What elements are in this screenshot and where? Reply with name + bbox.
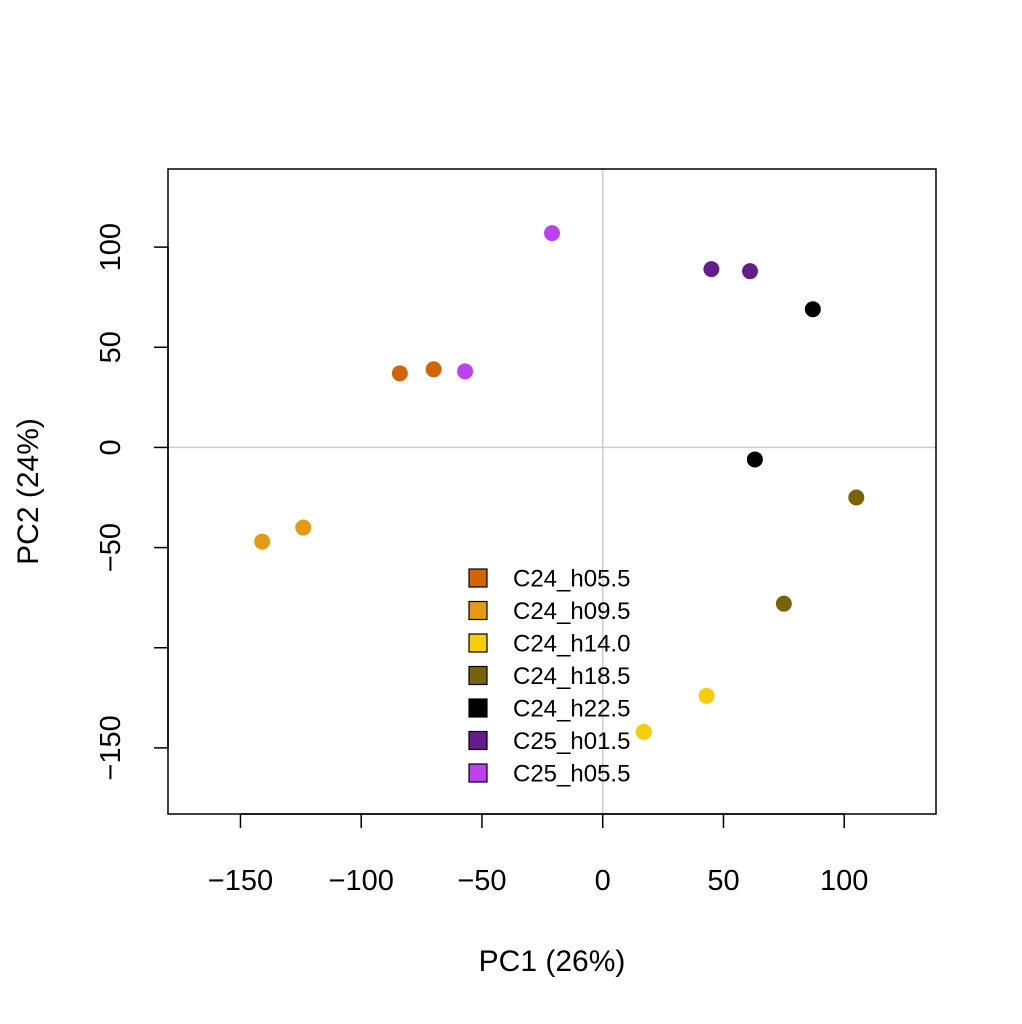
data-point	[703, 261, 720, 278]
legend-label: C24_h14.0	[513, 631, 630, 658]
y-axis: −150 −50 0 50 100	[95, 223, 169, 781]
x-tick-label: 100	[820, 865, 868, 897]
data-point	[254, 533, 271, 550]
legend-swatch	[468, 568, 488, 588]
data-point	[635, 723, 652, 740]
data-point	[746, 451, 763, 468]
legend-label: C25_h01.5	[513, 728, 630, 755]
legend: C24_h05.5 C24_h09.5 C24_h14.0 C24_h18.5 C24_…	[468, 566, 630, 788]
legend-swatch	[468, 730, 488, 751]
y-tick-label: 100	[95, 223, 127, 271]
data-point	[295, 519, 312, 536]
data-points	[254, 225, 865, 740]
reference-lines	[168, 169, 936, 814]
y-tick-label: 0	[95, 439, 127, 455]
x-tick-label: 50	[707, 865, 739, 897]
legend-label: C25_h05.5	[513, 761, 630, 788]
data-point	[391, 365, 408, 382]
legend-swatch	[468, 763, 488, 783]
data-point	[804, 301, 821, 318]
data-point	[544, 225, 560, 242]
x-axis-title: PC1 (26%)	[479, 945, 626, 978]
y-tick-label: 50	[95, 331, 127, 363]
x-tick-label: 0	[595, 865, 611, 897]
legend-swatch	[468, 600, 488, 621]
y-tick-label: −50	[95, 523, 127, 572]
x-tick-label: −50	[457, 865, 506, 897]
legend-label: C24_h09.5	[513, 598, 630, 625]
data-point	[457, 363, 474, 380]
data-point	[698, 687, 715, 704]
y-tick-label: −150	[95, 715, 127, 780]
x-tick-label: −150	[208, 865, 273, 897]
legend-swatch	[468, 633, 488, 653]
x-tick-label: −100	[329, 865, 394, 897]
x-axis: −150 −100 −50 0 50 100	[208, 813, 868, 897]
data-point	[848, 489, 865, 506]
data-point	[425, 361, 442, 378]
legend-label: C24_h05.5	[513, 566, 630, 593]
legend-label: C24_h18.5	[513, 663, 630, 690]
legend-label: C24_h22.5	[513, 696, 630, 723]
data-point	[742, 263, 759, 280]
legend-swatch	[468, 665, 488, 686]
data-point	[775, 595, 792, 612]
legend-swatch	[468, 698, 488, 718]
y-axis-title: PC2 (24%)	[12, 418, 45, 565]
